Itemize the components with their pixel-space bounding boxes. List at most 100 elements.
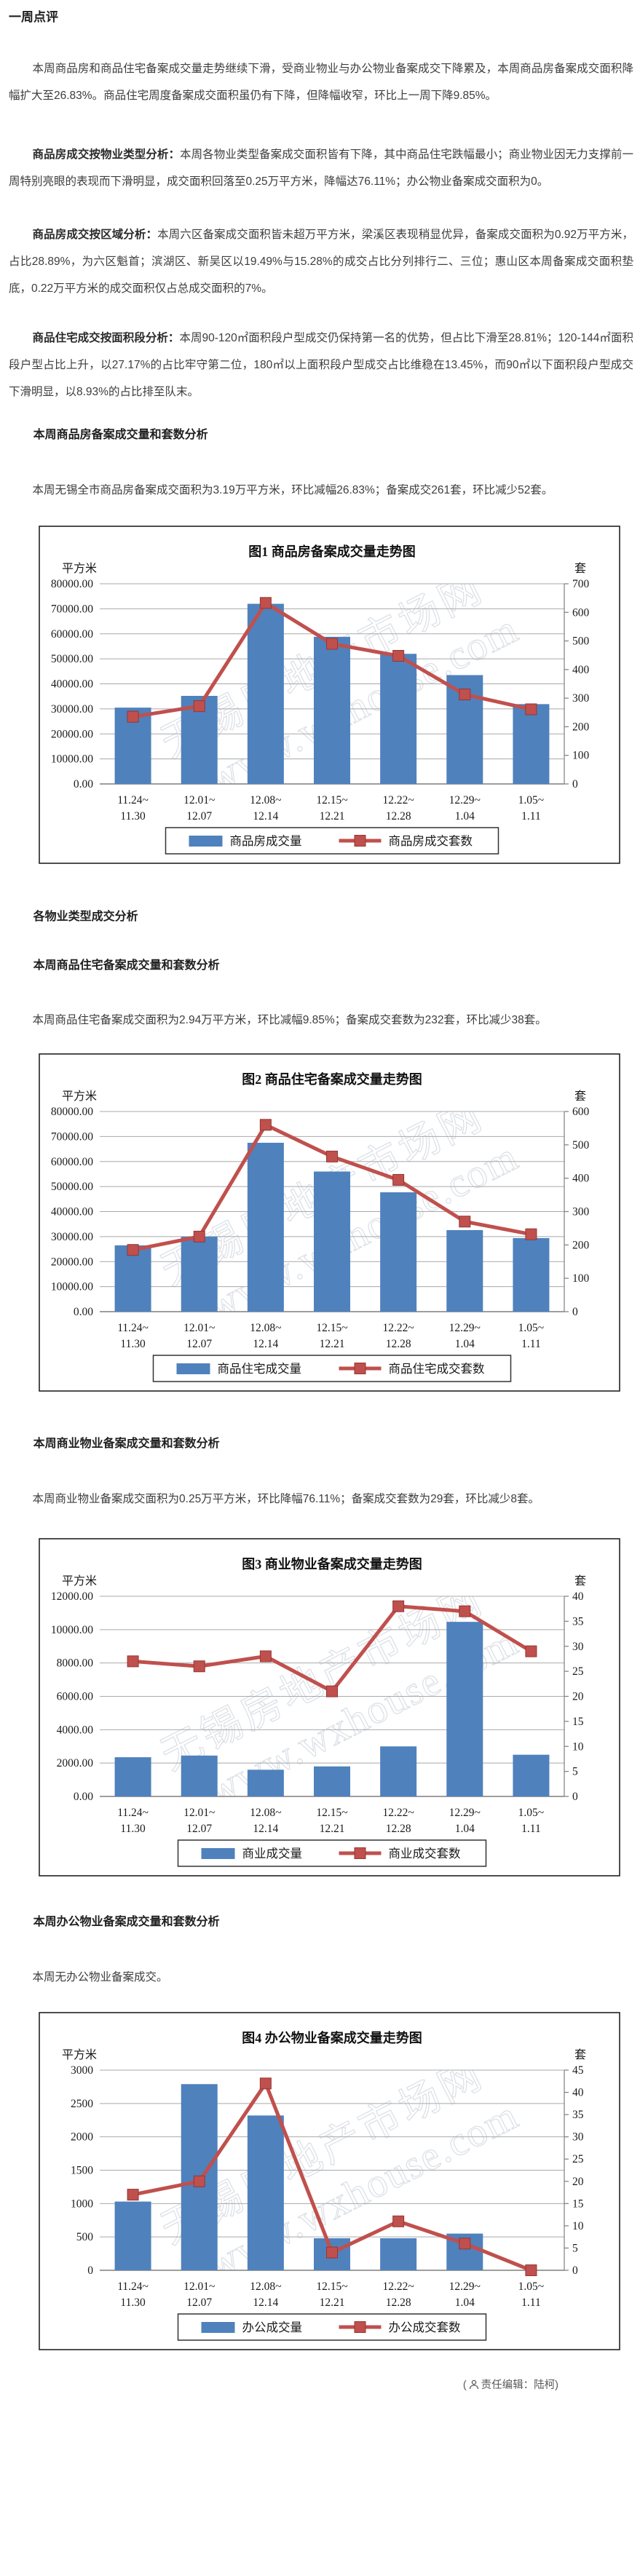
svg-text:12.29~: 12.29~ bbox=[449, 1322, 481, 1334]
svg-text:商业成交套数: 商业成交套数 bbox=[389, 1847, 462, 1860]
svg-text:12.28: 12.28 bbox=[386, 810, 411, 823]
svg-text:70000.00: 70000.00 bbox=[51, 1130, 93, 1143]
svg-text:套: 套 bbox=[574, 1574, 586, 1588]
svg-text:30000.00: 30000.00 bbox=[51, 1231, 93, 1243]
editor-label: 责任编辑：陆柯 bbox=[481, 2379, 556, 2391]
svg-text:1.05~: 1.05~ bbox=[518, 1807, 545, 1819]
svg-text:40000.00: 40000.00 bbox=[51, 678, 93, 691]
svg-text:12.28: 12.28 bbox=[386, 1338, 411, 1350]
svg-text:套: 套 bbox=[574, 1090, 586, 1103]
svg-text:50000.00: 50000.00 bbox=[51, 1181, 93, 1193]
svg-text:100: 100 bbox=[572, 750, 590, 762]
svg-text:12.22~: 12.22~ bbox=[383, 794, 414, 807]
svg-text:12.07: 12.07 bbox=[186, 810, 212, 823]
svg-text:商品住宅成交套数: 商品住宅成交套数 bbox=[389, 1362, 486, 1376]
svg-text:10000.00: 10000.00 bbox=[51, 1281, 93, 1293]
svg-text:平方米: 平方米 bbox=[62, 1574, 97, 1588]
svg-text:办公成交套数: 办公成交套数 bbox=[389, 2321, 462, 2334]
svg-text:12.29~: 12.29~ bbox=[449, 1807, 481, 1819]
svg-text:图4 办公物业备案成交量走势图: 图4 办公物业备案成交量走势图 bbox=[242, 2030, 422, 2045]
section-paragraph-office: 本周无办公物业备案成交。 bbox=[32, 1971, 168, 1983]
svg-text:平方米: 平方米 bbox=[62, 2048, 97, 2061]
svg-text:35: 35 bbox=[572, 1615, 584, 1628]
svg-text:70000.00: 70000.00 bbox=[51, 603, 93, 615]
analysis-lead: 商品住宅成交按面积段分析： bbox=[32, 332, 180, 344]
svg-text:3000: 3000 bbox=[71, 2064, 93, 2077]
svg-text:600: 600 bbox=[572, 1106, 590, 1118]
section-paragraph-commercial: 本周商业物业备案成交面积为0.25万平方米，环比降幅76.11%；备案成交套数为… bbox=[32, 1493, 540, 1505]
svg-text:12000.00: 12000.00 bbox=[51, 1590, 93, 1603]
svg-text:700: 700 bbox=[572, 578, 590, 590]
svg-text:500: 500 bbox=[572, 635, 590, 648]
footer-editor-line: (责任编辑：陆柯) bbox=[9, 2377, 633, 2393]
analysis-text: 本周六区备案成交面积皆未超万平方米，梁溪区表现稍显优异，备案成交面积为0.92万… bbox=[9, 229, 633, 295]
analysis-lead: 商品房成交按物业类型分析： bbox=[32, 148, 181, 161]
svg-text:12.28: 12.28 bbox=[386, 1823, 411, 1835]
svg-text:办公成交量: 办公成交量 bbox=[242, 2321, 303, 2334]
svg-text:2000: 2000 bbox=[71, 2131, 93, 2144]
analysis-lead: 商品房成交按区域分析： bbox=[32, 229, 158, 241]
svg-text:60000.00: 60000.00 bbox=[51, 1156, 93, 1168]
svg-text:30000.00: 30000.00 bbox=[51, 703, 93, 716]
svg-text:12.21: 12.21 bbox=[320, 810, 345, 823]
svg-text:80000.00: 80000.00 bbox=[51, 578, 93, 590]
svg-text:图3 商业物业备案成交量走势图: 图3 商业物业备案成交量走势图 bbox=[242, 1556, 422, 1572]
svg-text:0.00: 0.00 bbox=[74, 1791, 93, 1803]
svg-text:1.05~: 1.05~ bbox=[518, 2280, 545, 2293]
svg-text:20: 20 bbox=[572, 1691, 584, 1703]
chart-figure4: 无锡房地产市场网 www.wxhouse.com 0 500 1000 1500 2000 2… bbox=[39, 2012, 620, 2350]
page-title: 一周点评 bbox=[9, 10, 58, 24]
svg-text:12.14: 12.14 bbox=[253, 2296, 278, 2309]
svg-text:套: 套 bbox=[574, 2048, 586, 2061]
svg-text:5: 5 bbox=[572, 1766, 578, 1778]
svg-text:20000.00: 20000.00 bbox=[51, 728, 93, 740]
svg-text:12.29~: 12.29~ bbox=[449, 2280, 481, 2293]
svg-text:60000.00: 60000.00 bbox=[51, 628, 93, 641]
svg-text:1500: 1500 bbox=[71, 2165, 93, 2177]
svg-text:12.21: 12.21 bbox=[320, 2296, 345, 2309]
svg-text:1.11: 1.11 bbox=[521, 810, 541, 823]
svg-text:12.08~: 12.08~ bbox=[250, 1807, 281, 1819]
section-heading-commodity-housing: 本周商品房备案成交量和套数分析 bbox=[33, 429, 208, 441]
svg-text:12.07: 12.07 bbox=[186, 1823, 212, 1835]
svg-text:1.04: 1.04 bbox=[455, 2296, 475, 2309]
svg-text:12.22~: 12.22~ bbox=[383, 2280, 414, 2293]
chart-figure1: 无锡房地产市场网www.wxhouse.com0.0010000.0020000… bbox=[39, 526, 620, 864]
analysis-paragraph-area-segment: 商品住宅成交按面积段分析：本周90-120㎡面积段户型成交仍保持第一名的优势，但… bbox=[9, 325, 633, 405]
svg-text:图2 商品住宅备案成交量走势图: 图2 商品住宅备案成交量走势图 bbox=[242, 1071, 422, 1087]
svg-text:11.24~: 11.24~ bbox=[117, 1322, 149, 1334]
svg-text:平方米: 平方米 bbox=[62, 1090, 97, 1103]
svg-text:500: 500 bbox=[76, 2231, 94, 2243]
svg-text:40000.00: 40000.00 bbox=[51, 1206, 93, 1218]
svg-text:2500: 2500 bbox=[71, 2098, 93, 2110]
svg-text:12.08~: 12.08~ bbox=[250, 794, 281, 807]
section-heading-office: 本周办公物业备案成交量和套数分析 bbox=[33, 1916, 220, 1928]
chart1-svg: 无锡房地产市场网www.wxhouse.com0.0010000.0020000… bbox=[39, 526, 620, 864]
svg-text:400: 400 bbox=[572, 1173, 590, 1185]
svg-text:30: 30 bbox=[572, 2131, 584, 2144]
footer-open-paren: ( bbox=[462, 2379, 467, 2391]
svg-text:12.14: 12.14 bbox=[253, 810, 278, 823]
svg-text:12.15~: 12.15~ bbox=[316, 2280, 347, 2293]
svg-text:12.21: 12.21 bbox=[320, 1338, 345, 1350]
svg-text:11.24~: 11.24~ bbox=[117, 2280, 149, 2293]
svg-text:50000.00: 50000.00 bbox=[51, 653, 93, 665]
svg-text:商品住宅成交量: 商品住宅成交量 bbox=[218, 1362, 302, 1376]
svg-text:10000.00: 10000.00 bbox=[51, 753, 93, 766]
svg-text:200: 200 bbox=[572, 721, 590, 733]
svg-text:12.14: 12.14 bbox=[253, 1823, 278, 1835]
svg-text:10: 10 bbox=[572, 1740, 584, 1753]
svg-text:20: 20 bbox=[572, 2176, 584, 2188]
analysis-paragraph-region: 商品房成交按区域分析：本周六区备案成交面积皆未超万平方米，梁溪区表现稍显优异，备… bbox=[9, 221, 633, 302]
svg-text:1.05~: 1.05~ bbox=[518, 794, 545, 807]
section-heading-property-types: 各物业类型成交分析 bbox=[33, 911, 138, 923]
svg-text:1.04: 1.04 bbox=[455, 810, 475, 823]
chart2-svg: 无锡房地产市场网www.wxhouse.com0.0010000.0020000… bbox=[39, 1053, 620, 1392]
svg-text:35: 35 bbox=[572, 2109, 584, 2121]
svg-text:600: 600 bbox=[572, 606, 590, 619]
svg-text:15: 15 bbox=[572, 2197, 584, 2210]
svg-text:0: 0 bbox=[572, 778, 578, 790]
chart-figure2: 无锡房地产市场网www.wxhouse.com0.0010000.0020000… bbox=[39, 1053, 620, 1392]
svg-text:100: 100 bbox=[572, 1272, 590, 1285]
section-heading-commercial: 本周商业物业备案成交量和套数分析 bbox=[33, 1438, 220, 1450]
